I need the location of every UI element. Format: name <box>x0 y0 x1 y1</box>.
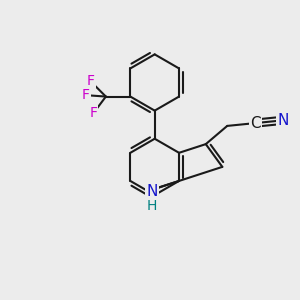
Text: F: F <box>86 74 94 88</box>
Text: F: F <box>82 88 90 102</box>
Text: H: H <box>147 199 158 213</box>
Text: C: C <box>250 116 260 130</box>
Text: N: N <box>278 113 289 128</box>
Text: N: N <box>147 184 158 199</box>
Text: F: F <box>89 106 97 120</box>
